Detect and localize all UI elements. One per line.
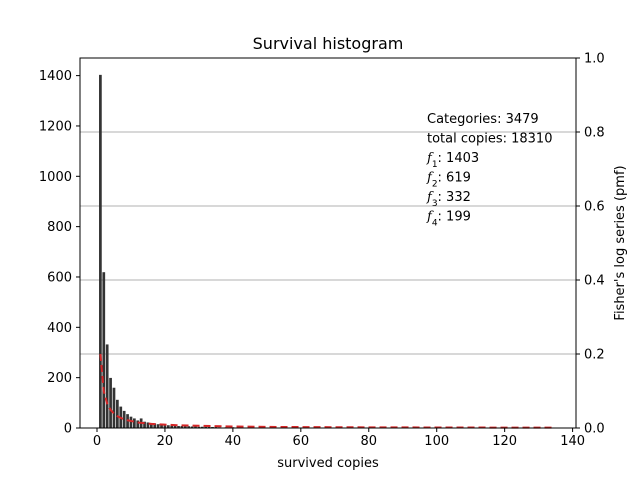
chart-title: Survival histogram (253, 34, 404, 53)
annotation-line: Categories: 3479 (427, 112, 539, 127)
histogram-bar (149, 422, 153, 428)
right-y-axis-label: Fisher's log series (pmf) (613, 165, 628, 320)
histogram-bar (143, 421, 146, 428)
left-y-tick-label: 0 (64, 422, 72, 437)
histogram-bar (105, 344, 109, 428)
right-y-tick-label: 0.6 (584, 200, 605, 215)
x-tick-label: 60 (293, 434, 310, 449)
histogram-bar (200, 426, 204, 428)
histogram-bar (177, 425, 180, 428)
x-tick-label: 80 (360, 434, 377, 449)
x-tick-label: 120 (492, 434, 517, 449)
plot-frame (79, 57, 577, 429)
histogram-bar (116, 399, 119, 428)
histogram-bar (122, 410, 126, 428)
histogram-bar (190, 426, 194, 428)
histogram-bar (214, 426, 218, 428)
annotation-line: total copies: 18310 (427, 132, 552, 147)
histogram-bar (153, 423, 157, 428)
annotation-line: f4: 199 (426, 210, 471, 229)
right-y-tick-label: 0.0 (584, 422, 605, 437)
annotation-line: f2: 619 (426, 171, 471, 190)
histogram-bar (197, 426, 201, 428)
fit-layer (99, 353, 553, 429)
x-tick-label: 100 (424, 434, 449, 449)
left-y-tick-label: 1400 (39, 69, 72, 84)
histogram-bar (207, 426, 211, 428)
histogram-bar (112, 387, 116, 428)
histogram-bar (109, 377, 112, 428)
x-axis-label: survived copies (277, 456, 379, 471)
right-y-axis: 0.0 0.2 0.4 0.6 0.8 1.0 (576, 52, 605, 437)
grid-layer (80, 131, 576, 355)
histogram-bar (211, 426, 214, 428)
x-tick-label: 20 (157, 434, 174, 449)
histogram-bar (183, 426, 187, 428)
right-y-tick-label: 0.2 (584, 348, 605, 363)
histogram-bar (194, 426, 197, 428)
left-y-tick-label: 600 (47, 270, 72, 285)
left-y-tick-label: 200 (47, 371, 72, 386)
bars-layer (99, 74, 554, 428)
x-tick-label: 0 (93, 434, 101, 449)
right-y-tick-label: 0.4 (584, 274, 605, 289)
x-tick-label: 40 (225, 434, 242, 449)
histogram-bar (166, 425, 170, 428)
histogram-bar (160, 424, 163, 428)
right-y-tick-label: 1.0 (584, 52, 605, 67)
histogram-bar (187, 426, 191, 428)
histogram-bar (146, 422, 150, 428)
annotation-line: f3: 332 (426, 190, 471, 209)
left-y-tick-label: 800 (47, 220, 72, 235)
histogram-bar (204, 426, 208, 428)
x-axis: 0 20 40 60 80 100 120 140 (93, 428, 585, 449)
histogram-bar (102, 272, 106, 428)
histogram-bar (173, 425, 177, 428)
stats-annotation: Categories: 3479 total copies: 18310 f1: 1… (426, 112, 552, 229)
annotation-line: f1: 1403 (426, 151, 479, 170)
histogram-bar (132, 418, 136, 428)
histogram-bar (163, 424, 167, 428)
histogram-bar (170, 425, 174, 428)
right-y-tick-label: 0.8 (584, 126, 605, 141)
histogram-bar (180, 425, 184, 428)
left-y-axis: 0 200 400 600 800 1000 1200 1400 (39, 69, 80, 437)
x-tick-label: 140 (560, 434, 585, 449)
fisher-log-series-line (99, 353, 553, 429)
histogram-bar (129, 416, 133, 428)
left-y-tick-label: 1000 (39, 170, 72, 185)
left-y-tick-label: 1200 (39, 119, 72, 134)
histogram-bar (99, 74, 102, 428)
histogram-bar (136, 420, 140, 428)
histogram-bar (156, 424, 160, 428)
left-y-tick-label: 400 (47, 321, 72, 336)
